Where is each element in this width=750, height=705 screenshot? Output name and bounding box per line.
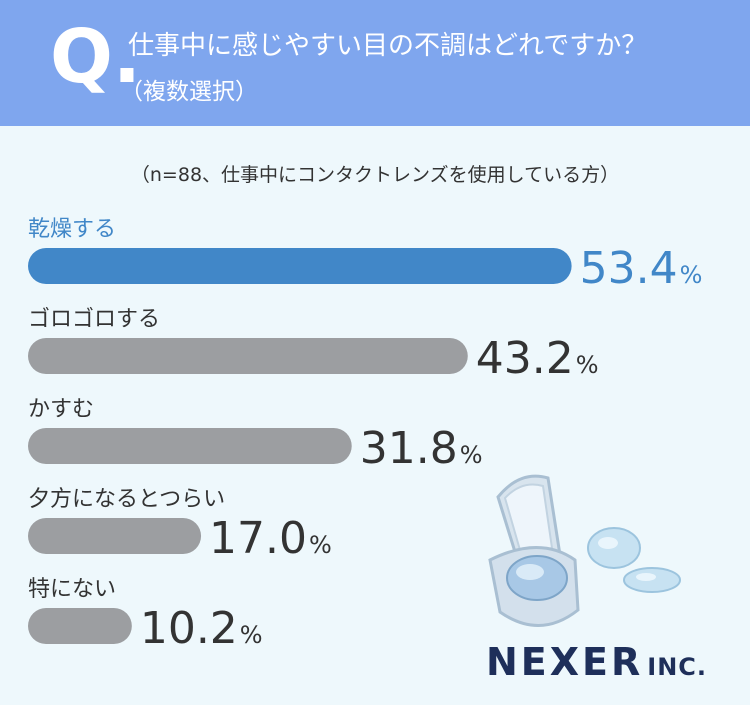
- value-unit: %: [240, 621, 263, 649]
- bar: [28, 248, 572, 284]
- value-label: 10.2%: [140, 603, 263, 654]
- value-label: 31.8%: [360, 423, 483, 474]
- value-label: 17.0%: [209, 513, 332, 564]
- bar: [28, 518, 202, 554]
- bar: [28, 428, 352, 464]
- category-label: 乾燥する: [28, 217, 116, 242]
- nexer-logo: NEXER INC.: [486, 640, 708, 684]
- contact-lens-illustration: [488, 474, 681, 627]
- category-label: 夕方になるとつらい: [28, 487, 225, 512]
- question-mark: Q.: [50, 14, 142, 100]
- value-label: 53.4%: [580, 243, 703, 294]
- value-unit: %: [576, 351, 599, 379]
- category-label: ゴロゴロする: [28, 307, 160, 332]
- value-unit: %: [309, 531, 332, 559]
- sample-note: （n=88、仕事中にコンタクトレンズを使用している方）: [130, 164, 620, 186]
- question-header: Q. 仕事中に感じやすい目の不調はどれですか？ （複数選択）: [0, 0, 750, 126]
- value-unit: %: [680, 261, 703, 289]
- category-label: 特にない: [28, 577, 116, 602]
- value-unit: %: [460, 441, 483, 469]
- category-label: かすむ: [28, 397, 94, 422]
- bar: [28, 608, 132, 644]
- question-title: 仕事中に感じやすい目の不調はどれですか？: [128, 31, 648, 61]
- value-label: 43.2%: [476, 333, 599, 384]
- question-subtitle: （複数選択）: [120, 79, 258, 105]
- bar: [28, 338, 468, 374]
